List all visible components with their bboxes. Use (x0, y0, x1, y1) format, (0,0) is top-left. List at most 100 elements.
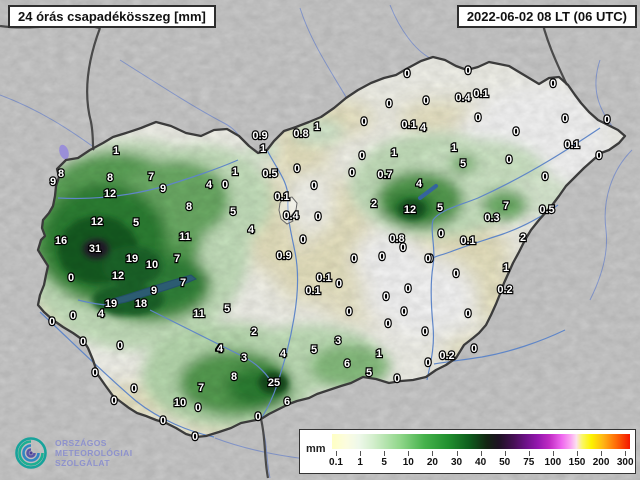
station-value: 4 (416, 178, 423, 190)
station-value: 9 (50, 176, 56, 188)
legend-tick (480, 451, 482, 456)
station-value: 0 (294, 163, 300, 175)
station-value: 10 (146, 259, 158, 271)
station-value: 0 (222, 179, 228, 191)
station-value: 0.2 (439, 350, 454, 362)
station-value: 1 (260, 143, 266, 155)
station-value: 0.1 (460, 235, 475, 247)
legend-tick (360, 451, 362, 456)
station-value: 8 (186, 201, 192, 213)
legend-tick (336, 451, 337, 456)
lake-ferto (59, 144, 69, 160)
station-value: 4 (216, 343, 223, 355)
station-value: 1 (314, 121, 320, 133)
station-value: 1 (391, 147, 397, 159)
station-value: 0.1 (305, 285, 320, 297)
budapest-outline (278, 196, 298, 225)
station-value: 0 (404, 68, 410, 80)
logo-line-3: SZOLGÁLAT (55, 458, 110, 468)
station-value: 16 (55, 235, 67, 247)
station-value: 12 (404, 204, 416, 216)
station-value: 0.9 (252, 130, 267, 142)
station-value: 25 (268, 377, 280, 389)
station-value: 7 (503, 200, 509, 212)
legend-tick (408, 451, 410, 456)
station-value: 19 (105, 298, 117, 310)
station-value: 7 (180, 277, 186, 289)
legend-tick-label: 5 (381, 457, 387, 468)
station-value: 4 (420, 122, 427, 134)
legend-unit-label: mm (306, 443, 326, 455)
station-value: 8 (231, 371, 237, 383)
lake-balaton (105, 274, 197, 307)
station-value: 11 (193, 308, 205, 320)
legend-tick (552, 451, 554, 456)
station-value: 0 (425, 357, 431, 369)
station-value: 4 (206, 179, 213, 191)
station-value: 0.2 (497, 284, 512, 296)
station-value: 0 (453, 268, 459, 280)
station-value: 1 (376, 348, 382, 360)
station-value: 0 (49, 316, 55, 328)
station-value: 0 (351, 253, 357, 265)
station-value: 1 (503, 262, 509, 274)
station-value: 0 (80, 336, 86, 348)
map-datetime: 2022-06-02 08 LT (06 UTC) (466, 9, 627, 24)
station-value: 5 (224, 303, 230, 315)
station-value: 0.4 (455, 92, 471, 104)
station-value: 0 (465, 65, 471, 77)
station-value: 0.4 (283, 210, 299, 222)
station-value: 0 (255, 411, 261, 423)
station-value: 0 (427, 253, 433, 265)
station-value: 0 (386, 98, 392, 110)
station-value: 0.8 (389, 233, 404, 245)
precipitation-legend: mm 0.1 1 5 10 20 30 40 50 75 100 150 200 300 (299, 429, 636, 474)
station-value: 5 (230, 206, 236, 218)
legend-tick (528, 451, 530, 456)
station-value: 10 (174, 397, 186, 409)
legend-tick-label: 40 (475, 457, 487, 468)
river-sio (149, 309, 271, 381)
legend-tick-label: 100 (544, 457, 562, 468)
station-value: 0 (379, 251, 385, 263)
station-value: 0 (315, 211, 321, 223)
station-value: 0 (131, 383, 137, 395)
hungary-border (36, 55, 627, 439)
omsz-logo-swirl-icon (15, 437, 47, 469)
legend-tick-label: 75 (523, 457, 535, 468)
station-value: 5 (366, 367, 372, 379)
station-value: 1 (113, 145, 119, 157)
station-value: 2 (520, 232, 526, 244)
legend-tick-label: 50 (499, 457, 511, 468)
legend-tick (504, 451, 506, 456)
legend-tick-label: 30 (450, 457, 463, 468)
station-value: 0 (92, 367, 98, 379)
river-tisza (426, 127, 601, 381)
station-value: 0.1 (316, 272, 331, 284)
station-value: 5 (460, 158, 466, 170)
legend-tick-label: 1 (357, 457, 363, 468)
station-value: 0 (336, 278, 342, 290)
station-value: 8 (107, 172, 113, 184)
legend-tick-label: 200 (592, 457, 610, 468)
station-value: 0.1 (473, 88, 488, 100)
station-value: 0 (300, 234, 306, 246)
station-value: 0 (160, 415, 166, 427)
station-value: 12 (91, 216, 103, 228)
station-value: 0.5 (262, 168, 277, 180)
station-value: 0.9 (276, 250, 291, 262)
station-value: 0 (400, 242, 406, 254)
station-value: 2 (371, 198, 377, 210)
station-value: 11 (179, 231, 191, 243)
legend-tick (432, 451, 434, 456)
legend-tick-label: 10 (402, 457, 414, 468)
station-value: 0 (506, 154, 512, 166)
station-value: 0.3 (484, 212, 499, 224)
station-value: 0 (562, 113, 568, 125)
station-value: 6 (284, 396, 290, 408)
station-value: 0 (311, 180, 317, 192)
station-value: 5 (311, 344, 317, 356)
station-value: 4 (98, 308, 105, 320)
station-value: 0 (349, 167, 355, 179)
